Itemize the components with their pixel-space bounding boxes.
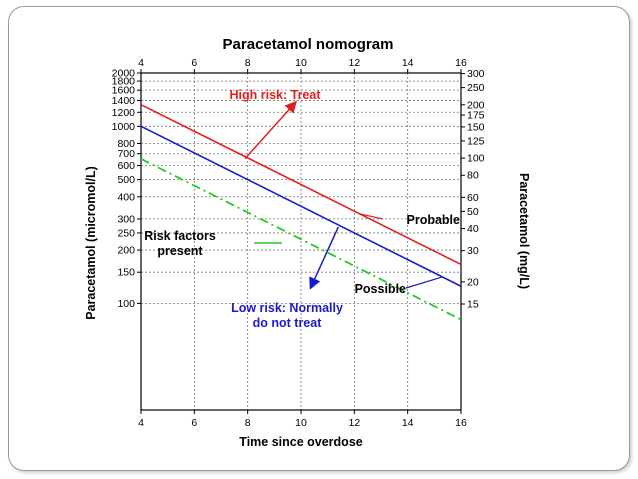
y-tick-label-left: 1000 [112, 121, 136, 133]
y-tick-label-left: 600 [117, 160, 135, 172]
leader-probable [359, 213, 384, 220]
plot-area-border [140, 72, 462, 411]
x-tick-label-top: 6 [191, 57, 197, 69]
y-tick-label-left: 200 [117, 245, 135, 257]
x-tick-label-bottom: 12 [348, 417, 360, 429]
x-tick-label-bottom: 4 [138, 417, 144, 429]
y-tick-label-left: 400 [117, 191, 135, 203]
annotation-high-risk: High risk: Treat [230, 88, 322, 102]
y-tick-label-left: 500 [117, 174, 135, 186]
label-risk-factors-present: present [157, 244, 203, 258]
grid [137, 69, 465, 414]
x-tick-label-bottom: 8 [245, 417, 251, 429]
x-tick-label-bottom: 14 [402, 417, 414, 429]
y-tick-label-left: 800 [117, 138, 135, 150]
y-axis-label-right: Paracetamol (mg/L) [517, 173, 531, 289]
x-tick-label-top: 12 [348, 57, 360, 69]
label-possible: Possible [355, 282, 406, 296]
y-tick-label-right: 50 [467, 206, 479, 218]
label-risk-factors: Risk factors [144, 229, 216, 243]
annotations: High risk: Treat Probable Possible Risk fac… [144, 88, 460, 330]
arrow-low-risk [309, 226, 340, 290]
x-tick-label-top: 10 [295, 57, 307, 69]
y-tick-label-right: 60 [467, 192, 479, 204]
x-axis-label: Time since overdose [239, 435, 362, 449]
y-tick-label-right: 80 [467, 170, 479, 182]
x-tick-label-top: 8 [245, 57, 251, 69]
y-tick-label-left: 1800 [112, 76, 136, 88]
y-tick-label-right: 30 [467, 245, 479, 257]
series-line-possible [140, 125, 462, 287]
y-tick-label-left: 1600 [112, 85, 136, 97]
y-tick-label-left: 250 [117, 227, 135, 239]
y-tick-label-left: 1400 [112, 95, 136, 107]
annotation-low-risk-line-2: do not treat [253, 316, 323, 330]
y-tick-label-left: 100 [117, 298, 135, 310]
tick-labels: 1001502002503004005006007008001000120014… [112, 57, 485, 429]
y-tick-label-left: 150 [117, 267, 135, 279]
y-tick-label-right: 300 [467, 68, 485, 80]
slide-frame [8, 6, 630, 471]
y-tick-label-left: 1200 [112, 107, 136, 119]
series [140, 103, 462, 321]
x-tick-label-bottom: 16 [455, 417, 467, 429]
y-tick-label-left: 700 [117, 148, 135, 160]
y-tick-label-right: 150 [467, 121, 485, 133]
y-tick-label-right: 175 [467, 110, 485, 122]
series-line-probable [140, 103, 462, 266]
chart-title: Paracetamol nomogram [223, 36, 394, 53]
x-tick-label-top: 4 [138, 57, 144, 69]
y-tick-label-left: 300 [117, 213, 135, 225]
series-line-risk-factors-present [140, 158, 462, 321]
leader-possible [405, 276, 443, 289]
y-tick-label-right: 20 [467, 276, 479, 288]
y-axis-label-left: Paracetamol (micromol/L) [84, 166, 98, 320]
y-tick-label-right: 200 [467, 99, 485, 111]
label-probable: Probable [407, 213, 461, 227]
y-tick-label-right: 40 [467, 223, 479, 235]
x-tick-label-bottom: 10 [295, 417, 307, 429]
x-tick-label-bottom: 6 [191, 417, 197, 429]
arrow-high-risk [244, 100, 298, 160]
x-tick-label-top: 16 [455, 57, 467, 69]
y-tick-label-left: 2000 [112, 68, 136, 80]
y-tick-label-right: 15 [467, 298, 479, 310]
annotation-low-risk: Low risk: Normally [231, 301, 343, 315]
y-tick-label-right: 250 [467, 82, 485, 94]
y-tick-label-right: 100 [467, 153, 485, 165]
x-tick-label-top: 14 [402, 57, 414, 69]
y-tick-label-right: 125 [467, 135, 485, 147]
